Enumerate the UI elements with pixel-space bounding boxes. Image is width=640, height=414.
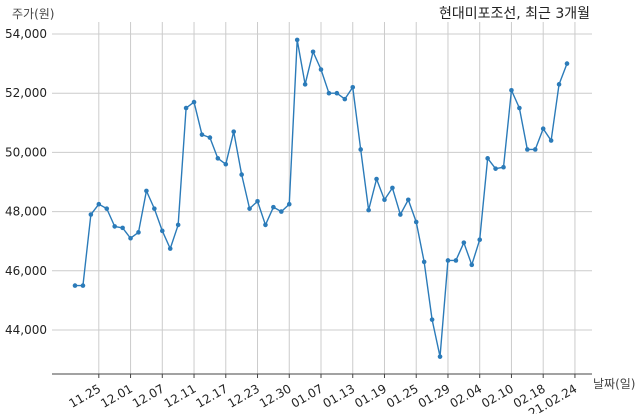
data-point [215,156,221,161]
data-point [445,258,451,263]
data-point [469,262,475,268]
data-point [342,96,348,102]
y-tick-label: 54,000 [5,27,47,41]
x-tick-label: 12.07 [130,381,167,410]
y-tick-label: 50,000 [5,145,47,159]
data-point [271,204,276,210]
data-point [239,172,244,177]
y-tick-labels: 44,000 46,000 48,000 50,000 52,000 54,000 [5,27,47,337]
data-point [279,209,284,214]
data-point [310,49,316,55]
data-point [231,129,237,134]
data-point [453,258,459,263]
data-point [72,283,78,288]
data-point [350,84,356,90]
data-point [128,235,133,241]
data-point [96,201,102,207]
data-point [461,240,467,245]
data-point [159,228,165,234]
data-point [501,164,506,170]
data-point [136,230,141,235]
x-tick-label: 11.25 [67,381,104,410]
data-point [286,201,292,207]
data-point [104,206,110,211]
data-point [247,206,252,211]
data-point [80,283,86,288]
series-points [72,37,570,359]
data-point [398,212,403,217]
data-point [540,126,546,132]
x-tick-label: 12.01 [98,381,135,410]
chart-title: 현대미포조선, 최근 3개월 [439,6,590,22]
data-point [88,212,94,217]
x-tick-label: 12.11 [162,381,199,410]
data-point [326,90,332,96]
data-point [167,246,173,251]
y-tick-label: 48,000 [5,205,47,219]
grid [52,22,592,374]
data-point [366,207,371,213]
axes [52,373,592,378]
data-point [144,188,149,194]
data-point [421,259,427,265]
data-point [263,222,268,228]
x-tick-label: 01.29 [416,381,453,410]
data-point [485,156,490,161]
data-point [405,197,411,203]
x-tick-label: 01.19 [352,381,389,410]
data-point [318,67,324,72]
y-tick-label: 52,000 [5,86,47,100]
data-point [358,147,363,152]
data-point [556,82,562,87]
data-point [191,99,197,105]
x-tick-label: 01.07 [289,381,326,410]
y-tick-label: 46,000 [5,264,47,278]
data-point [517,105,522,111]
data-point [493,166,498,171]
x-tick-labels: 11.2512.0112.0712.1112.1712.2312.3001.07… [67,381,580,414]
data-point [477,237,483,243]
y-axis-title: 주가(원) [12,7,54,21]
x-tick-label: 02.04 [447,381,484,410]
data-point [152,206,157,211]
x-tick-label: 12.17 [194,381,231,410]
data-point [564,61,570,66]
x-tick-label: 12.23 [225,381,262,410]
data-point [112,224,117,229]
x-tick-label: 02.10 [479,381,516,410]
data-point [207,135,213,140]
data-point [183,105,189,111]
data-point [334,90,340,96]
data-point [199,132,205,137]
data-point [223,161,229,167]
data-point [175,222,181,228]
data-point [390,185,395,191]
data-point [437,354,443,359]
data-point [302,82,308,87]
x-tick-label: 01.25 [384,381,421,410]
x-tick-label: 01.13 [320,381,357,410]
x-tick-label: 12.30 [257,381,294,410]
data-point [548,138,554,143]
data-point [120,225,125,231]
data-point [413,219,419,225]
data-point [509,87,514,93]
data-point [429,317,435,322]
data-point [525,147,530,152]
y-tick-label: 44,000 [5,323,47,337]
data-point [294,37,300,43]
data-point [374,176,379,182]
data-point [255,198,260,204]
data-point [532,147,538,152]
data-point [382,197,387,203]
x-axis-title: 날짜(일) [593,377,635,391]
